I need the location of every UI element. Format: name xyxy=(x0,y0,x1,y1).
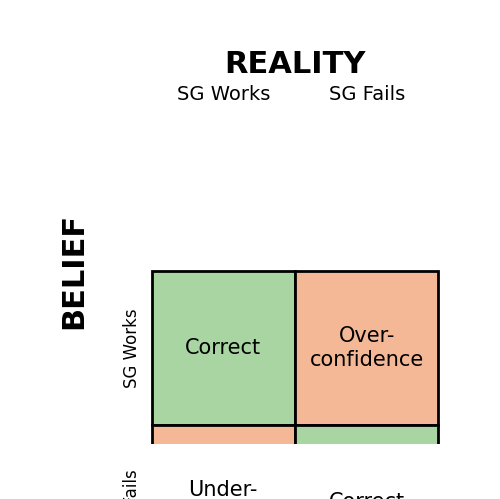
Bar xyxy=(295,271,438,425)
Text: REALITY: REALITY xyxy=(224,50,366,79)
Text: SG Works: SG Works xyxy=(123,308,142,388)
Text: SG Works: SG Works xyxy=(176,85,270,104)
Text: Over-
confidence: Over- confidence xyxy=(310,326,424,370)
Bar xyxy=(152,425,295,499)
Text: Correct: Correct xyxy=(185,338,262,358)
Text: SG Fails: SG Fails xyxy=(328,85,405,104)
Text: Under-
confidence: Under- confidence xyxy=(166,480,280,499)
Bar xyxy=(295,425,438,499)
Bar xyxy=(152,271,295,425)
Text: SG Fails: SG Fails xyxy=(123,470,142,499)
Text: Correct: Correct xyxy=(328,492,404,499)
Text: BELIEF: BELIEF xyxy=(60,213,88,329)
